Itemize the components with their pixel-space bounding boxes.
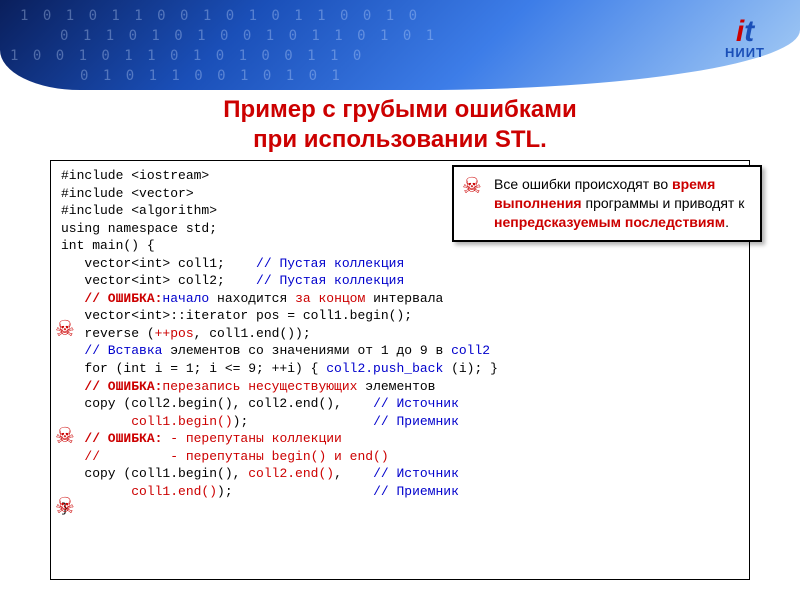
code-line: } [61, 500, 739, 518]
logo: it НИИТ [725, 18, 765, 60]
warning-text: . [725, 214, 729, 230]
binary-deco: 1 0 1 0 1 1 0 0 1 0 1 0 1 1 0 0 1 0 [20, 8, 420, 24]
warning-emphasis: непредсказуемым последствиям [494, 214, 725, 230]
code-line: // ОШИБКА: - перепутаны коллекции [61, 430, 739, 448]
code-line: for (int i = 1; i <= 9; ++i) { coll2.pus… [61, 360, 739, 378]
code-line: reverse (++pos, coll1.end()); [61, 325, 739, 343]
title-line2: при использовании STL. [0, 125, 800, 155]
code-line: vector<int> coll1; // Пустая коллекция [61, 255, 739, 273]
logo-i: i [736, 15, 744, 48]
code-line: // ОШИБКА:перезапись несуществующих элем… [61, 378, 739, 396]
logo-it: it [725, 18, 765, 45]
code-line: // Вставка элементов со значениями от 1 … [61, 342, 739, 360]
code-line: vector<int> coll2; // Пустая коллекция [61, 272, 739, 290]
skull-icon: ☠ [55, 318, 75, 340]
code-line: vector<int>::iterator pos = coll1.begin(… [61, 307, 739, 325]
warning-text: программы и приводят к [582, 195, 745, 211]
code-line: coll1.begin()); // Приемник [61, 413, 739, 431]
skull-icon: ☠ [462, 175, 482, 197]
logo-t: t [744, 15, 754, 48]
code-line: coll1.end()); // Приемник [61, 483, 739, 501]
code-line: copy (coll1.begin(), coll2.end(), // Ист… [61, 465, 739, 483]
slide-title: Пример с грубыми ошибками при использова… [0, 95, 800, 155]
binary-deco: 0 1 0 1 1 0 0 1 0 1 0 1 [80, 68, 343, 84]
title-line1: Пример с грубыми ошибками [0, 95, 800, 125]
code-line: // ОШИБКА:начало находится за концом инт… [61, 290, 739, 308]
binary-deco: 0 1 1 0 1 0 1 0 0 1 0 1 1 0 1 0 1 [60, 28, 437, 44]
skull-icon: ☠ [55, 495, 75, 517]
binary-deco: 1 0 0 1 0 1 1 0 1 0 1 0 0 1 1 0 [10, 48, 364, 64]
code-line: copy (coll2.begin(), coll2.end(), // Ист… [61, 395, 739, 413]
code-line: // - перепутаны begin() и end() [61, 448, 739, 466]
warning-text: Все ошибки происходят во [494, 176, 672, 192]
warning-callout: ☠ Все ошибки происходят во время выполне… [452, 165, 762, 242]
logo-subtitle: НИИТ [725, 45, 765, 60]
skull-icon: ☠ [55, 425, 75, 447]
header-banner: 1 0 1 0 1 1 0 0 1 0 1 0 1 1 0 0 1 0 0 1 … [0, 0, 800, 90]
